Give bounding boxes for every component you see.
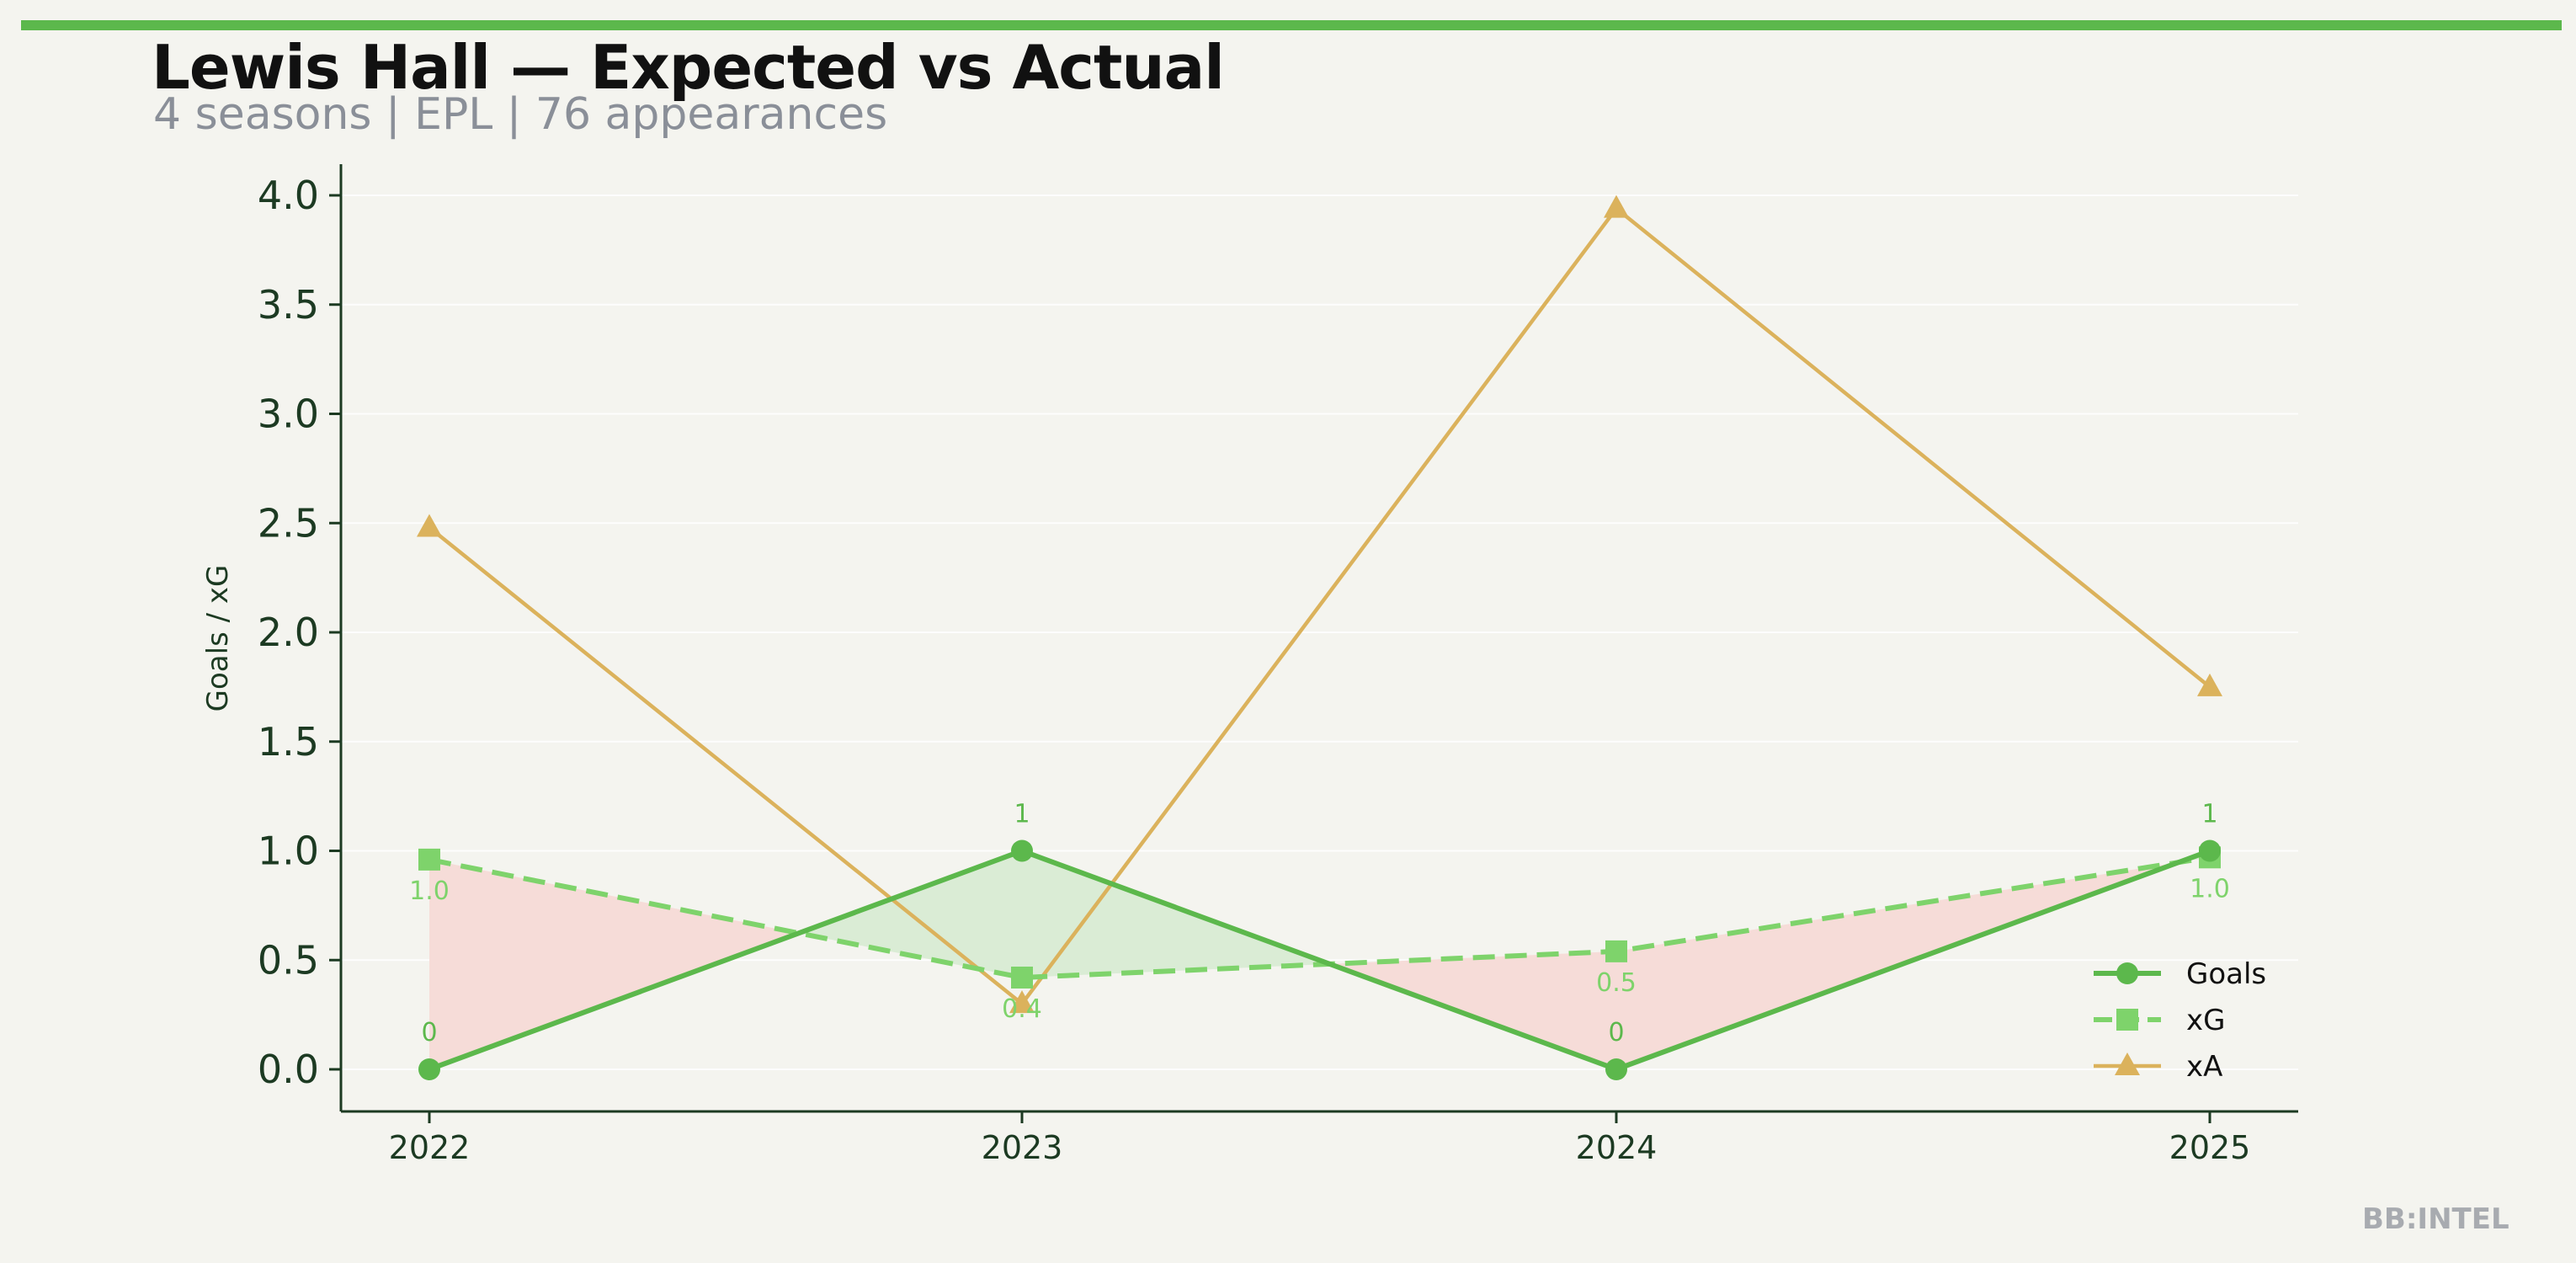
xa-point (417, 514, 442, 537)
goals-point (418, 1058, 440, 1080)
y-tick-label: 3.5 (258, 282, 319, 328)
legend-label-xg: xG (2186, 1004, 2225, 1037)
xa-point (1009, 990, 1035, 1014)
xg-point (1605, 940, 1627, 962)
xg-data-label: 0.5 (1596, 968, 1637, 998)
goals-point (1011, 839, 1033, 862)
x-tick-label: 2024 (1576, 1129, 1658, 1166)
y-tick-label: 2.5 (258, 500, 319, 546)
xg-data-label: 1.0 (2190, 874, 2230, 903)
xa-point (2197, 673, 2222, 696)
overperform-area (1022, 850, 1330, 978)
series (417, 195, 2222, 1080)
goals-data-label: 1 (1014, 800, 1030, 829)
xa-line (428, 206, 2211, 1006)
chart-subtitle: 4 seasons | EPL | 76 appearances (153, 89, 888, 140)
xg-line (428, 855, 2211, 981)
goals-data-label: 1 (2201, 800, 2217, 829)
y-axis-label: Goals / xG (201, 565, 235, 712)
chart-title: Lewis Hall — Expected vs Actual (152, 32, 1225, 103)
y-tick-label: 3.0 (258, 392, 319, 437)
goals-data-label: 0 (1608, 1018, 1624, 1047)
legend: Goals xG xA (2094, 957, 2266, 1084)
y-tick-label: 1.0 (258, 829, 319, 874)
brand-watermark: BB:INTEL (2362, 1202, 2509, 1236)
x-tick-label: 2023 (982, 1129, 1063, 1166)
legend-label-goals: Goals (2186, 957, 2266, 991)
xg-data-label: 1.0 (409, 877, 450, 906)
axes: 0.0 0.5 1.0 1.5 2.0 2.5 3.0 3.5 4.0 2022 2023 2024 2… (258, 164, 2298, 1166)
underperform-area (429, 859, 799, 1069)
data-labels: 0 1 0 1 1.0 0.4 0.5 1.0 (409, 800, 2230, 1048)
goals-point (2199, 839, 2221, 862)
xg-point (1011, 967, 1033, 989)
legend-marker-xg (2116, 1009, 2138, 1031)
xg-point (418, 848, 440, 871)
y-tick-label: 2.0 (258, 610, 319, 655)
goals-line (428, 848, 2211, 1072)
xa-point (1604, 195, 1629, 218)
xg-data-label: 0.4 (1002, 994, 1042, 1024)
y-tick-label: 1.5 (258, 719, 319, 765)
legend-marker-xa (2115, 1052, 2140, 1075)
grid-lines (341, 195, 2298, 1070)
goals-point (1605, 1058, 1627, 1080)
goals-data-label: 0 (421, 1018, 437, 1047)
y-tick-label: 0.5 (258, 937, 319, 983)
underperform-area (1329, 951, 1616, 1069)
x-tick-label: 2022 (389, 1129, 471, 1166)
top-accent-bar (21, 20, 2562, 30)
legend-marker-goals (2116, 962, 2138, 984)
y-tick-label: 0.0 (258, 1047, 319, 1092)
x-tick-label: 2025 (2169, 1129, 2251, 1166)
y-tick-label: 4.0 (258, 173, 319, 218)
legend-label-xa: xA (2186, 1050, 2222, 1084)
